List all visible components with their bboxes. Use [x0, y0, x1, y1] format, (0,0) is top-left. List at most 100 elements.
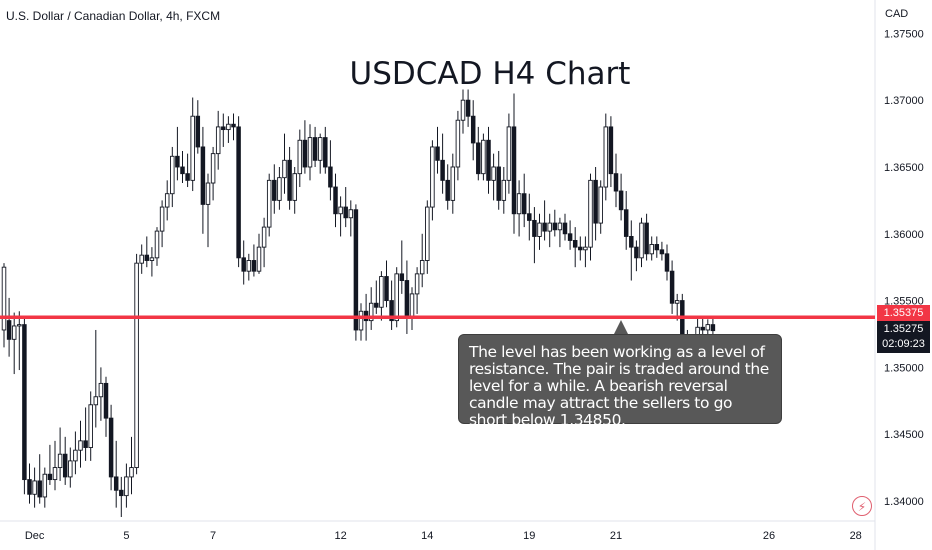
candle [129, 436, 134, 495]
candle-body-bear [47, 473, 53, 481]
x-tick-label: 7 [210, 530, 216, 542]
candle [440, 133, 445, 194]
candle-body-bear [221, 126, 226, 131]
candle-body-bear [108, 417, 114, 478]
candle [511, 93, 517, 234]
candle [404, 260, 410, 334]
candle-body-bear [511, 126, 517, 215]
candle-body-bear [435, 146, 440, 161]
candle [516, 180, 522, 237]
candle [108, 404, 114, 491]
countdown-value: 02:09:23 [882, 338, 925, 350]
candle [323, 126, 328, 174]
candle [277, 166, 282, 210]
candle-body-bull [170, 155, 175, 195]
candle-body-bull [455, 119, 461, 168]
candle-body-bull [88, 404, 93, 448]
candle-body-bull [277, 177, 282, 201]
candle-body-bear [27, 479, 32, 495]
candle [37, 454, 42, 504]
candle [42, 467, 48, 508]
candle [287, 146, 292, 210]
candle [567, 220, 573, 250]
candle-body-bull [338, 206, 343, 215]
candle-body-bull [639, 222, 644, 259]
candle-body-bull [307, 137, 313, 168]
symbol-label[interactable]: U.S. Dollar / Canadian Dollar, 4h, FXCM [6, 9, 221, 23]
candle-layer [1, 89, 716, 517]
candle-body-bull [583, 246, 588, 251]
candle [445, 164, 450, 210]
candle-body-bear [608, 126, 614, 175]
candle-body-bear [312, 137, 318, 161]
candle [562, 213, 568, 241]
candle [47, 444, 53, 485]
candle [501, 166, 507, 214]
candle-body-bear [389, 300, 394, 322]
candle [338, 196, 343, 237]
candle [358, 303, 364, 341]
lightning-icon[interactable]: ⚡︎ [852, 496, 872, 516]
candle [200, 126, 206, 234]
candle-body-bull [215, 126, 221, 155]
candle-body-bull [348, 209, 354, 219]
candle [623, 191, 629, 250]
candle-body-bull [425, 206, 430, 261]
candle-body-bear [486, 139, 491, 181]
candle [547, 213, 552, 248]
candle-body-bull [256, 246, 262, 272]
candle [185, 153, 190, 188]
candle [557, 217, 563, 248]
candle [384, 260, 389, 308]
candle-body-bear [200, 146, 206, 205]
candle-body-bear [542, 222, 547, 232]
candle-body-bear [180, 166, 185, 175]
candle [603, 113, 609, 201]
currency-label: CAD [885, 8, 909, 20]
candle [639, 217, 644, 268]
candle-body-bull [78, 440, 83, 451]
candle [139, 244, 144, 274]
x-tick-label: 14 [421, 530, 433, 542]
candle [618, 173, 624, 221]
candle [496, 150, 501, 210]
candle-body-bear [578, 246, 583, 251]
candle [251, 244, 257, 277]
candle [154, 227, 160, 266]
candle [572, 227, 578, 268]
candle [210, 146, 216, 201]
candle [521, 173, 527, 228]
candle-body-bear [521, 193, 527, 215]
candle-body-bear [634, 246, 639, 259]
candle-body-bear [440, 159, 445, 181]
y-tick-label: 1.35500 [884, 296, 924, 308]
candle [659, 241, 665, 261]
candle-body-bear [664, 253, 670, 272]
candle [241, 240, 246, 285]
candle-body-bull [73, 449, 78, 462]
candle-body-bull [282, 159, 287, 179]
candle-body-bear [333, 186, 338, 215]
candle-body-bull [506, 126, 512, 181]
candle [307, 124, 313, 181]
candle [664, 244, 670, 281]
candle [644, 213, 649, 261]
candle-body-bull [491, 166, 496, 181]
candle-body-bull [409, 293, 415, 318]
candle [379, 271, 384, 321]
y-tick-label: 1.37500 [884, 28, 924, 40]
candle [170, 146, 175, 208]
candle-body-bull [124, 476, 129, 497]
candle [460, 89, 466, 134]
candle [613, 153, 619, 208]
candle [419, 233, 425, 288]
candle-body-bull [134, 262, 139, 469]
candle-body-bear [384, 276, 389, 302]
candle-body-bull [149, 257, 155, 261]
candle [1, 263, 7, 348]
candle [414, 267, 420, 314]
annotation-callout[interactable]: The level has been working as a level of… [458, 334, 782, 429]
candle-body-bull [649, 244, 654, 255]
